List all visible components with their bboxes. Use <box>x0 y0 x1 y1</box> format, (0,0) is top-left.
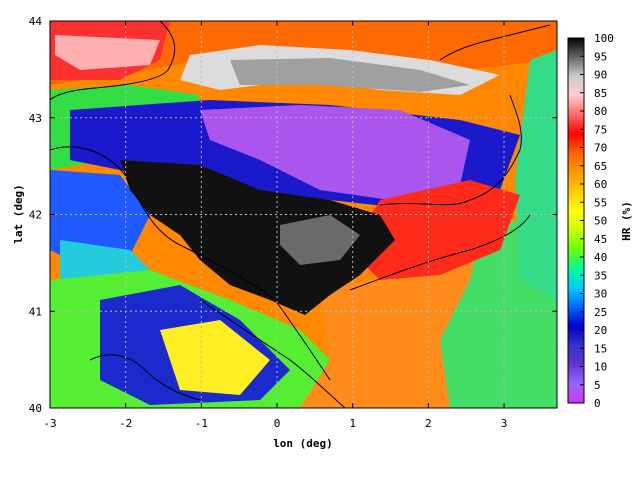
y-axis-ticks: 40 41 42 43 44 <box>29 15 557 415</box>
colorbar-tick-label: 55 <box>594 196 607 209</box>
x-tick-label: 1 <box>349 417 356 430</box>
x-tick-label: -2 <box>119 417 132 430</box>
colorbar-tick-label: 25 <box>594 306 607 319</box>
colorbar-tick-label: 30 <box>594 288 607 301</box>
colorbar-tick-label: 80 <box>594 105 607 118</box>
x-tick-label: -3 <box>43 417 56 430</box>
colorbar-tick-label: 5 <box>594 379 601 392</box>
colorbar-tick-label: 35 <box>594 269 607 282</box>
colorbar-tick-label: 15 <box>594 342 607 355</box>
colorbar-tick-label: 60 <box>594 178 607 191</box>
heatmap-region-yellow-south <box>160 320 270 395</box>
y-axis-label: lat (deg) <box>12 184 25 244</box>
x-axis-label: lon (deg) <box>273 437 333 450</box>
colorbar-tick-label: 85 <box>594 87 607 100</box>
colorbar-tick-label: 75 <box>594 123 607 136</box>
heatmap-region-grey-core <box>280 215 360 265</box>
colorbar-tick-label: 90 <box>594 69 607 82</box>
colorbar: 0 5 10 15 20 25 30 35 40 45 50 55 60 65 70 75 80 85 90 95 10… <box>567 32 633 410</box>
y-tick-label: 42 <box>29 209 42 222</box>
colorbar-tick-label: 70 <box>594 142 607 155</box>
colorbar-tick-label: 20 <box>594 324 607 337</box>
x-tick-label: 2 <box>425 417 432 430</box>
heatmap-region-purple-band <box>200 105 470 200</box>
heatmap-region-black-core <box>120 160 395 315</box>
contour-lines <box>50 21 551 408</box>
y-tick-label: 44 <box>29 15 43 28</box>
x-tick-label: 0 <box>274 417 281 430</box>
x-tick-label: 3 <box>501 417 508 430</box>
colorbar-tick-label: 65 <box>594 160 607 173</box>
colorbar-tick-label: 45 <box>594 233 607 246</box>
colorbar-ticks: 0 5 10 15 20 25 30 35 40 45 50 55 60 65 70 75 80 85 90 95 10… <box>580 32 614 410</box>
x-tick-label: -1 <box>195 417 208 430</box>
heatmap-region-north-grey <box>230 58 470 92</box>
colorbar-tick-label: 40 <box>594 251 607 264</box>
heatmap-region-red-coast <box>350 180 520 280</box>
y-tick-label: 43 <box>29 112 42 125</box>
y-tick-label: 40 <box>29 402 42 415</box>
colorbar-tick-label: 50 <box>594 215 607 228</box>
heatmap-region-northwest-light <box>55 35 160 70</box>
colorbar-tick-label: 10 <box>594 361 607 374</box>
colorbar-label: HR (%) <box>620 201 633 241</box>
heatmap-region-cyan-sea <box>515 50 557 300</box>
x-axis-ticks: -3 -2 -1 0 1 2 3 <box>43 21 507 430</box>
y-tick-label: 41 <box>29 305 42 318</box>
colorbar-tick-label: 100 <box>594 32 614 45</box>
colorbar-tick-label: 95 <box>594 50 607 63</box>
colorbar-tick-label: 0 <box>594 397 601 410</box>
